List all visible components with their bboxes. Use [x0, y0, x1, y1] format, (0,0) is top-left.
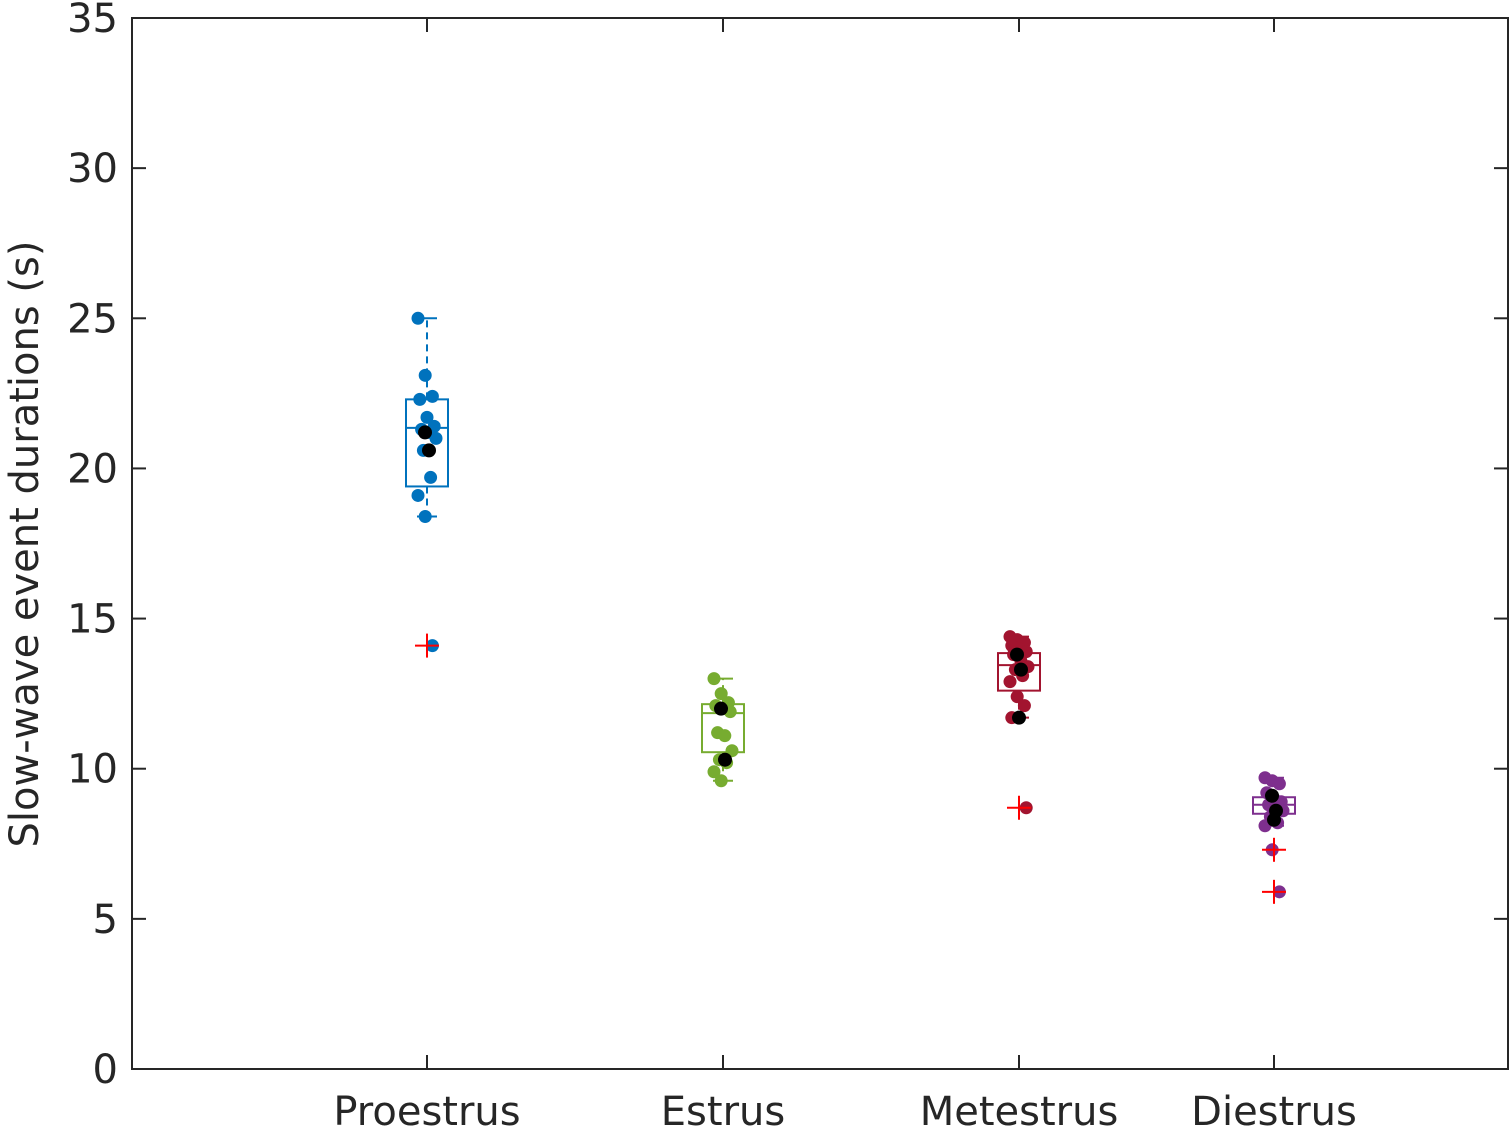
- data-point: [425, 389, 439, 403]
- highlight-point: [1014, 662, 1028, 677]
- data-point: [411, 311, 425, 325]
- data-point: [413, 392, 427, 406]
- data-point: [707, 672, 721, 686]
- box-group-diestrus: [1252, 771, 1296, 904]
- highlight-point: [1267, 812, 1281, 827]
- highlight-point: [714, 701, 728, 716]
- x-tick-label: Proestrus: [333, 1089, 520, 1129]
- highlight-point: [718, 752, 732, 767]
- y-tick-label: 5: [93, 897, 118, 943]
- data-point: [418, 509, 432, 523]
- highlight-point: [1010, 647, 1024, 662]
- plot-area: [131, 17, 1509, 1070]
- box-group-metestrus: [997, 630, 1041, 820]
- box-group-estrus: [701, 672, 745, 788]
- data-point: [714, 687, 728, 701]
- data-point: [424, 470, 438, 484]
- y-tick-label: 10: [67, 747, 118, 793]
- x-axis: Proestrus Estrus Metestrus Diestrus: [333, 18, 1357, 1129]
- highlight-point: [1265, 788, 1279, 803]
- data-point: [707, 765, 721, 779]
- data-point: [1272, 777, 1286, 791]
- boxes-layer: [405, 311, 1296, 904]
- y-tick-label: 25: [67, 296, 118, 342]
- data-point: [1010, 690, 1024, 704]
- data-point: [1003, 675, 1017, 689]
- data-point: [420, 410, 434, 424]
- data-point: [714, 774, 728, 788]
- y-tick-label: 35: [67, 0, 118, 42]
- y-tick-label: 30: [67, 146, 118, 192]
- highlight-point: [1012, 710, 1026, 725]
- y-axis-title: Slow-wave event durations (s): [2, 241, 48, 848]
- data-point: [429, 431, 443, 445]
- x-tick-label: Estrus: [661, 1089, 785, 1129]
- x-tick-label: Diestrus: [1191, 1089, 1357, 1129]
- x-tick-label: Metestrus: [920, 1089, 1119, 1129]
- box-group-proestrus: [405, 311, 449, 658]
- data-point: [418, 368, 432, 382]
- highlight-point: [422, 443, 436, 458]
- highlight-point: [418, 425, 432, 440]
- y-tick-label: 20: [67, 446, 118, 492]
- y-tick-label: 15: [67, 597, 118, 643]
- data-point: [411, 488, 425, 502]
- y-tick-label: 0: [93, 1047, 118, 1093]
- y-axis: 0 5 10 15 20 25 30 35: [67, 0, 1508, 1093]
- data-point: [1017, 699, 1031, 713]
- data-point: [718, 729, 732, 743]
